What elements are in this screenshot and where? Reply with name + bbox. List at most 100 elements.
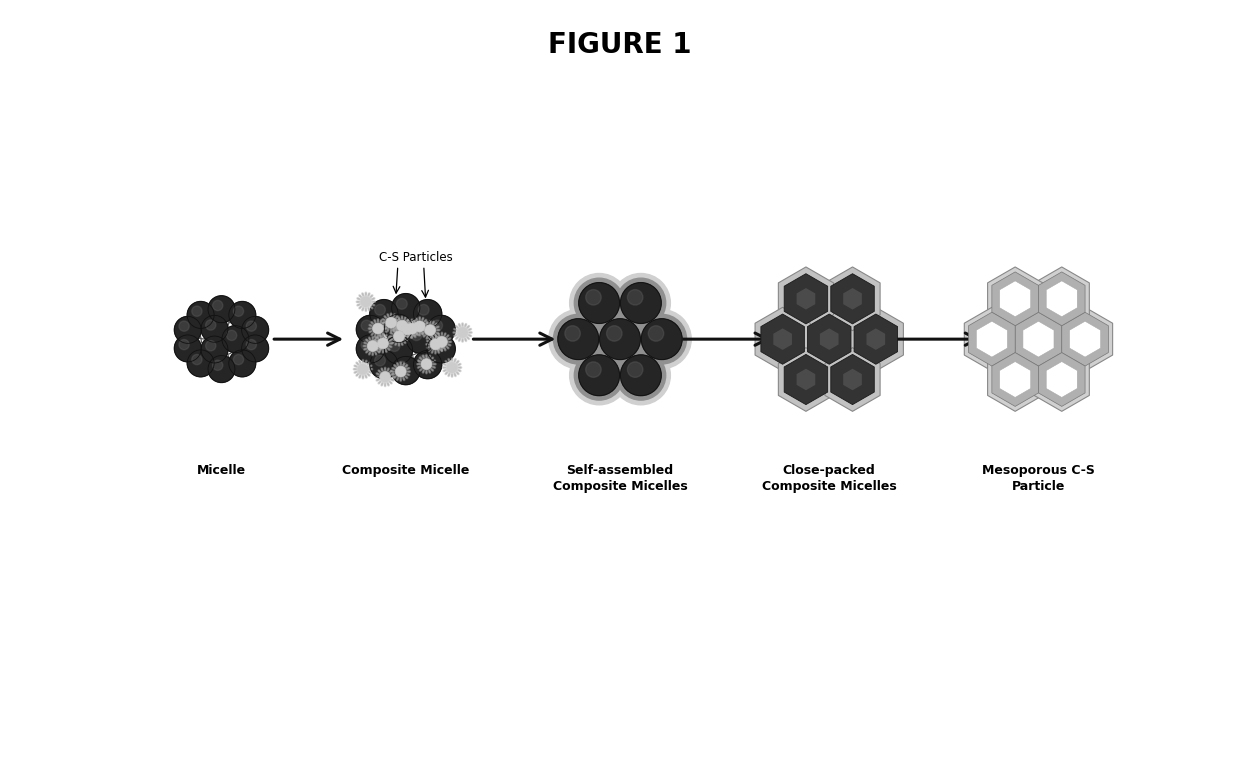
Circle shape: [419, 361, 420, 362]
Circle shape: [355, 371, 356, 373]
Circle shape: [398, 344, 399, 345]
Circle shape: [435, 347, 436, 348]
Polygon shape: [796, 369, 815, 390]
Circle shape: [402, 334, 403, 335]
Circle shape: [379, 370, 381, 372]
Circle shape: [383, 333, 384, 335]
Circle shape: [408, 368, 409, 369]
Circle shape: [412, 322, 413, 323]
Circle shape: [616, 279, 666, 328]
Circle shape: [382, 351, 383, 353]
Circle shape: [366, 376, 367, 378]
Circle shape: [444, 367, 445, 368]
Circle shape: [391, 331, 392, 332]
Circle shape: [387, 383, 389, 385]
Circle shape: [371, 295, 372, 297]
Circle shape: [422, 368, 423, 370]
Circle shape: [396, 331, 397, 332]
Circle shape: [360, 376, 361, 377]
Circle shape: [391, 371, 392, 372]
Circle shape: [435, 364, 436, 365]
Circle shape: [458, 364, 459, 366]
Circle shape: [392, 374, 393, 376]
Circle shape: [424, 324, 425, 325]
Polygon shape: [1070, 321, 1101, 357]
Circle shape: [394, 376, 396, 378]
Circle shape: [432, 320, 443, 331]
Circle shape: [399, 331, 401, 332]
Circle shape: [212, 301, 223, 310]
Circle shape: [454, 374, 456, 376]
Circle shape: [408, 371, 409, 372]
Circle shape: [401, 329, 402, 331]
Circle shape: [446, 346, 448, 347]
Circle shape: [407, 377, 408, 379]
Circle shape: [454, 361, 455, 362]
Circle shape: [423, 323, 424, 324]
Circle shape: [379, 337, 381, 338]
Circle shape: [402, 317, 403, 319]
Circle shape: [460, 364, 461, 365]
Circle shape: [389, 372, 391, 373]
Circle shape: [379, 382, 381, 383]
Circle shape: [370, 325, 371, 326]
Circle shape: [402, 343, 403, 345]
Circle shape: [445, 367, 446, 368]
Circle shape: [637, 314, 687, 364]
Circle shape: [372, 298, 373, 300]
Polygon shape: [987, 267, 1043, 331]
Circle shape: [372, 338, 373, 339]
Circle shape: [387, 369, 389, 370]
Circle shape: [410, 320, 412, 322]
Circle shape: [399, 326, 401, 327]
Circle shape: [386, 324, 387, 326]
Circle shape: [413, 328, 414, 329]
Circle shape: [371, 365, 372, 367]
Circle shape: [410, 325, 412, 326]
Circle shape: [456, 371, 458, 373]
Circle shape: [430, 348, 432, 350]
Circle shape: [356, 335, 384, 363]
Circle shape: [358, 301, 360, 303]
Circle shape: [403, 341, 404, 342]
Circle shape: [611, 273, 671, 332]
Circle shape: [358, 304, 360, 306]
Circle shape: [384, 328, 386, 329]
Circle shape: [440, 349, 441, 351]
Circle shape: [600, 319, 640, 360]
Circle shape: [404, 328, 405, 329]
Polygon shape: [965, 307, 1019, 371]
Circle shape: [415, 329, 417, 330]
Circle shape: [408, 321, 409, 322]
Circle shape: [446, 361, 448, 363]
Circle shape: [425, 354, 427, 356]
Circle shape: [444, 344, 445, 345]
Circle shape: [410, 326, 412, 327]
Circle shape: [387, 329, 388, 331]
Circle shape: [467, 329, 469, 331]
Circle shape: [579, 282, 620, 323]
Circle shape: [404, 325, 405, 326]
Circle shape: [553, 314, 603, 364]
Circle shape: [408, 325, 409, 326]
Circle shape: [376, 337, 377, 339]
Circle shape: [394, 365, 396, 367]
Circle shape: [386, 317, 397, 328]
Circle shape: [455, 332, 456, 333]
Circle shape: [425, 371, 427, 373]
Circle shape: [401, 363, 402, 364]
Circle shape: [371, 334, 372, 335]
Circle shape: [444, 364, 445, 365]
Circle shape: [407, 322, 408, 323]
Circle shape: [424, 320, 425, 322]
Circle shape: [393, 328, 394, 329]
Circle shape: [405, 373, 408, 375]
Circle shape: [446, 347, 448, 348]
Circle shape: [370, 371, 371, 373]
Circle shape: [595, 314, 645, 364]
Circle shape: [373, 332, 374, 334]
Circle shape: [445, 373, 446, 374]
Circle shape: [445, 364, 446, 366]
Polygon shape: [1061, 312, 1109, 366]
Circle shape: [229, 301, 255, 329]
